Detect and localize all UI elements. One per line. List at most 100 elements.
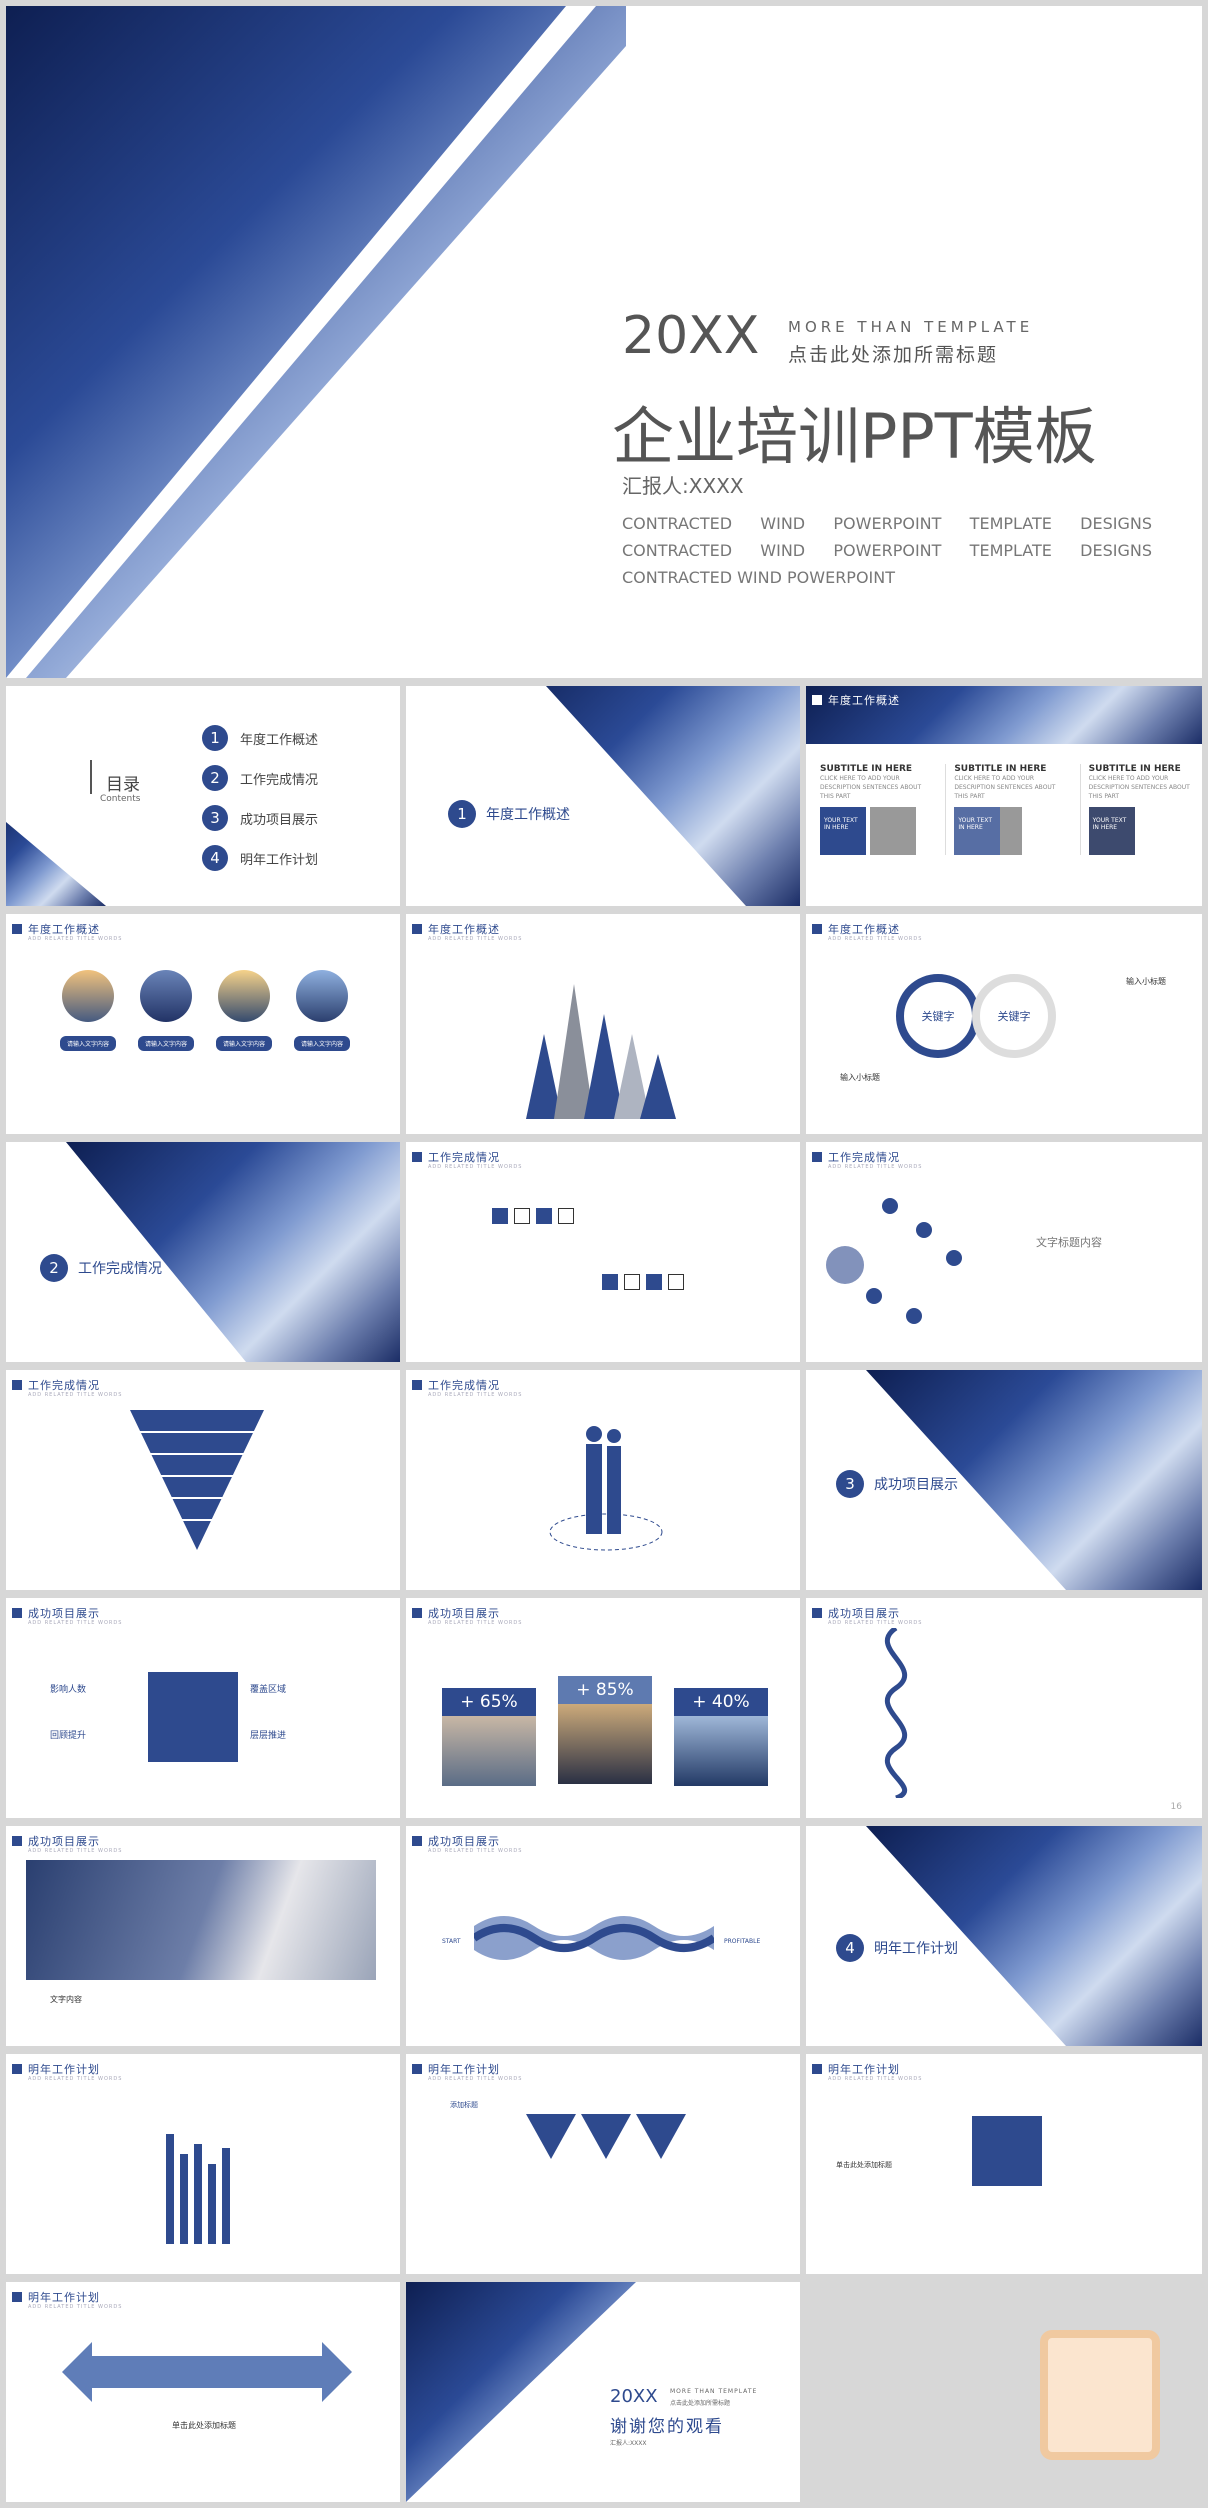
hero-year: 20XX xyxy=(622,306,760,366)
slide-header: 工作完成情况 xyxy=(28,1379,100,1392)
toc-num: 4 xyxy=(202,845,228,871)
slide-header: 明年工作计划 xyxy=(428,2063,500,2076)
section-slide-2[interactable]: 2 工作完成情况 xyxy=(6,1142,400,1362)
slide-subheader: ADD RELATED TITLE WORDS xyxy=(28,1620,123,1626)
keyword-label: 输入小标题 xyxy=(840,1073,880,1082)
thanks-slide[interactable]: 20XX MORE THAN TEMPLATE 点击此处添加所需标题 谢谢您的观… xyxy=(406,2282,800,2502)
people-slide[interactable]: 工作完成情况 ADD RELATED TITLE WORDS xyxy=(406,1370,800,1590)
banner-photo xyxy=(806,686,1202,744)
slide-header: 成功项目展示 xyxy=(428,1607,500,1620)
toc-label: 工作完成情况 xyxy=(240,772,319,788)
funnel-slide[interactable]: 工作完成情况 ADD RELATED TITLE WORDS xyxy=(6,1370,400,1590)
slide-subheader: ADD RELATED TITLE WORDS xyxy=(828,936,923,942)
subtitle-card: SUBTITLE IN HERE CLICK HERE TO ADD YOUR D… xyxy=(1079,764,1200,855)
toc-item[interactable]: 2 工作完成情况 xyxy=(202,758,318,798)
slide-subheader: ADD RELATED TITLE WORDS xyxy=(428,2076,523,2082)
slide-subheader: ADD RELATED TITLE WORDS xyxy=(28,936,123,942)
toc-item[interactable]: 3 成功项目展示 xyxy=(202,798,318,838)
keyword-slide[interactable]: 年度工作概述 ADD RELATED TITLE WORDS 关键字 关键字 输… xyxy=(806,914,1202,1134)
subtitle-slide[interactable]: 年度工作概述 SUBTITLE IN HERE CLICK HERE TO ADD… xyxy=(806,686,1202,906)
thanks-title: 谢谢您的观看 xyxy=(610,2417,724,2437)
slide-subheader: ADD RELATED TITLE WORDS xyxy=(828,1164,923,1170)
slide-header: 成功项目展示 xyxy=(28,1835,100,1848)
add-title: 添加标题 xyxy=(450,2101,478,2109)
percent-card: + 65% xyxy=(442,1688,536,1786)
circles-slide[interactable]: 年度工作概述 ADD RELATED TITLE WORDS 请输入文字内容 请… xyxy=(6,914,400,1134)
toc-label: 年度工作概述 xyxy=(240,732,319,748)
puzzle-slide[interactable]: 成功项目展示 ADD RELATED TITLE WORDS 影响人数 回顾提升… xyxy=(6,1598,400,1818)
subtitle-card: SUBTITLE IN HERE CLICK HERE TO ADD YOUR D… xyxy=(945,764,1065,855)
section-slide-4[interactable]: 4 明年工作计划 xyxy=(806,1826,1202,2046)
slide-subheader: ADD RELATED TITLE WORDS xyxy=(28,1848,123,1854)
arrow-title: 单击此处添加标题 xyxy=(172,2421,236,2430)
toc-num: 3 xyxy=(202,805,228,831)
toc-item[interactable]: 1 年度工作概述 xyxy=(202,718,318,758)
section-photo xyxy=(546,686,800,906)
section-slide-1[interactable]: 1 年度工作概述 xyxy=(406,686,800,906)
ribbon xyxy=(474,1916,714,1960)
flow-title: 单击此处添加标题 xyxy=(836,2161,892,2169)
peak-chart xyxy=(526,984,676,1119)
slide-header: 成功项目展示 xyxy=(28,1607,100,1620)
toc-num: 1 xyxy=(202,725,228,751)
watermark-logo xyxy=(1040,2330,1160,2460)
slide-subheader: ADD RELATED TITLE WORDS xyxy=(428,1620,523,1626)
toc-item[interactable]: 4 明年工作计划 xyxy=(202,838,318,878)
peaks-slide[interactable]: 年度工作概述 ADD RELATED TITLE WORDS xyxy=(406,914,800,1134)
toc-slide[interactable]: 目录 Contents 1 年度工作概述 2 工作完成情况 3 成功项目展示 4 明年工… xyxy=(6,686,400,906)
toc-photo xyxy=(6,822,106,906)
thanks-more: MORE THAN TEMPLATE xyxy=(670,2388,758,2395)
section-num: 2 xyxy=(40,1254,68,1282)
slide-subheader: ADD RELATED TITLE WORDS xyxy=(28,2304,123,2310)
slide-header: 明年工作计划 xyxy=(28,2063,100,2076)
triangles xyxy=(526,2114,686,2159)
text-title: 文字标题内容 xyxy=(1036,1236,1102,1249)
section-label: 年度工作概述 xyxy=(486,807,570,823)
percent-card: + 40% xyxy=(674,1688,768,1786)
pencils xyxy=(166,2134,230,2244)
section-photo xyxy=(66,1142,400,1362)
funnel-chart xyxy=(130,1410,264,1550)
pencils-slide[interactable]: 明年工作计划 ADD RELATED TITLE WORDS xyxy=(6,2054,400,2274)
icons-slide[interactable]: 工作完成情况 ADD RELATED TITLE WORDS xyxy=(406,1142,800,1362)
writing-slide[interactable]: 成功项目展示 ADD RELATED TITLE WORDS 文字内容 xyxy=(6,1826,400,2046)
slide-header: 成功项目展示 xyxy=(828,1607,900,1620)
timeline-slide[interactable]: 成功项目展示 ADD RELATED TITLE WORDS 16 xyxy=(806,1598,1202,1818)
slide-subheader: ADD RELATED TITLE WORDS xyxy=(428,1392,523,1398)
hero-title: 企业培训PPT模板 xyxy=(612,400,1097,473)
toc-title: 目录 xyxy=(106,775,140,795)
slide-header: 年度工作概述 xyxy=(828,694,900,707)
thanks-sub: 点击此处添加所需标题 xyxy=(670,2400,731,2407)
keyword-label: 输入小标题 xyxy=(1126,977,1166,986)
ribbon-slide[interactable]: 成功项目展示 ADD RELATED TITLE WORDS START PRO… xyxy=(406,1826,800,2046)
flow-center xyxy=(972,2116,1042,2186)
slide-header: 明年工作计划 xyxy=(828,2063,900,2076)
toc-label: 成功项目展示 xyxy=(240,812,319,828)
hero-desc: CONTRACTED WIND POWERPOINT TEMPLATE DESI… xyxy=(622,514,1152,587)
flow-slide[interactable]: 明年工作计划 ADD RELATED TITLE WORDS 单击此处添加标题 xyxy=(806,2054,1202,2274)
arrow-slide[interactable]: 明年工作计划 ADD RELATED TITLE WORDS 单击此处添加标题 xyxy=(6,2282,400,2502)
section-label: 成功项目展示 xyxy=(874,1477,958,1493)
dashed-ring xyxy=(549,1513,663,1551)
section-label: 明年工作计划 xyxy=(874,1941,958,1957)
network-slide[interactable]: 工作完成情况 ADD RELATED TITLE WORDS 文字标题内容 xyxy=(806,1142,1202,1362)
slide-header: 成功项目展示 xyxy=(428,1835,500,1848)
puzzle-label: 影响人数 xyxy=(50,1685,87,1695)
triangles-slide[interactable]: 明年工作计划 ADD RELATED TITLE WORDS 添加标题 xyxy=(406,2054,800,2274)
slide-subheader: ADD RELATED TITLE WORDS xyxy=(28,2076,123,2082)
section-slide-3[interactable]: 3 成功项目展示 xyxy=(806,1370,1202,1590)
keyword-circle: 关键字 xyxy=(896,974,980,1058)
double-arrow xyxy=(62,2342,352,2402)
title-slide[interactable]: 20XX MORE THAN TEMPLATE 点击此处添加所需标题 企业培训P… xyxy=(6,6,1202,678)
percent-slide[interactable]: 成功项目展示 ADD RELATED TITLE WORDS + 65% + 8… xyxy=(406,1598,800,1818)
people-figure xyxy=(586,1426,621,1534)
section-label: 工作完成情况 xyxy=(78,1261,162,1277)
toc-label: 明年工作计划 xyxy=(240,852,319,868)
gift-icon xyxy=(826,1246,864,1284)
slide-header: 工作完成情况 xyxy=(828,1151,900,1164)
slide-subheader: ADD RELATED TITLE WORDS xyxy=(828,2076,923,2082)
puzzle-label: 回顾提升 xyxy=(50,1731,87,1741)
text-heading: 文字内容 xyxy=(50,1995,82,2004)
subtitle-card: SUBTITLE IN HERE CLICK HERE TO ADD YOUR D… xyxy=(820,764,931,855)
slide-subheader: ADD RELATED TITLE WORDS xyxy=(428,936,523,942)
